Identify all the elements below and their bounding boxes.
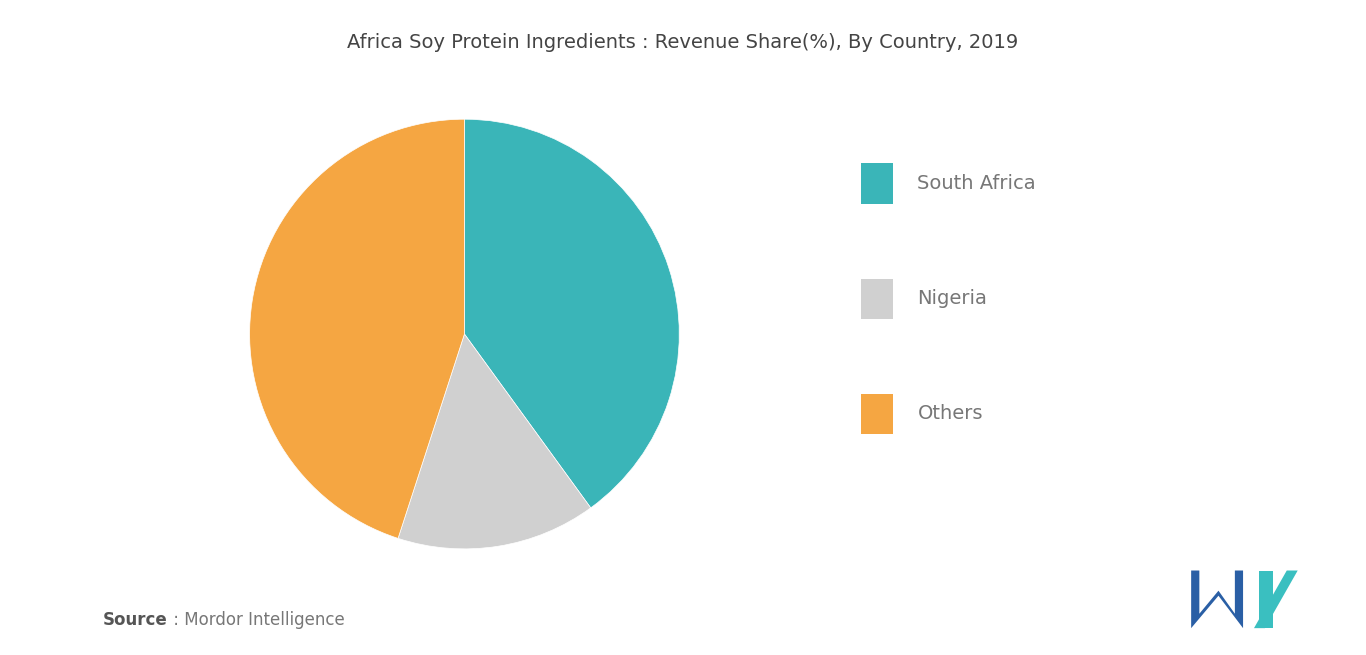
FancyBboxPatch shape (861, 163, 893, 204)
Text: Nigeria: Nigeria (918, 289, 988, 309)
Wedge shape (398, 334, 590, 549)
Text: : Mordor Intelligence: : Mordor Intelligence (168, 611, 344, 629)
Polygon shape (1191, 571, 1243, 628)
Text: South Africa: South Africa (918, 174, 1035, 193)
Wedge shape (250, 119, 464, 538)
Text: Others: Others (918, 404, 984, 424)
Wedge shape (464, 119, 679, 508)
Polygon shape (1259, 571, 1273, 628)
FancyBboxPatch shape (861, 394, 893, 434)
FancyBboxPatch shape (861, 278, 893, 319)
Polygon shape (1254, 571, 1298, 628)
Text: Source: Source (102, 611, 167, 629)
Text: Africa Soy Protein Ingredients : Revenue Share(%), By Country, 2019: Africa Soy Protein Ingredients : Revenue… (347, 33, 1019, 52)
